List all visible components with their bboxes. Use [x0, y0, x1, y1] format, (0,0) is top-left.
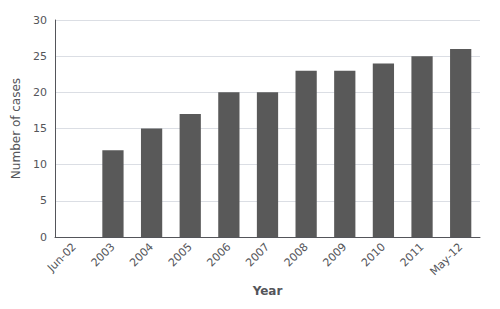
svg-text:2003: 2003 [89, 240, 118, 269]
svg-text:Jun-02: Jun-02 [44, 240, 79, 275]
svg-text:2011: 2011 [398, 240, 427, 269]
svg-text:25: 25 [33, 50, 47, 63]
svg-text:15: 15 [33, 122, 47, 135]
svg-text:2007: 2007 [243, 240, 272, 269]
svg-text:2004: 2004 [127, 240, 156, 269]
svg-text:2006: 2006 [204, 240, 233, 269]
svg-text:30: 30 [33, 14, 47, 27]
svg-text:Number of cases: Number of cases [9, 78, 23, 179]
svg-text:2009: 2009 [320, 240, 349, 269]
svg-text:5: 5 [40, 194, 47, 207]
svg-text:2008: 2008 [282, 240, 311, 269]
svg-text:2010: 2010 [359, 240, 388, 269]
svg-text:0: 0 [40, 231, 47, 244]
svg-text:2005: 2005 [166, 240, 195, 269]
svg-text:May-12: May-12 [427, 240, 465, 278]
svg-text:20: 20 [33, 86, 47, 99]
svg-text:Year: Year [252, 284, 283, 298]
svg-text:10: 10 [33, 158, 47, 171]
